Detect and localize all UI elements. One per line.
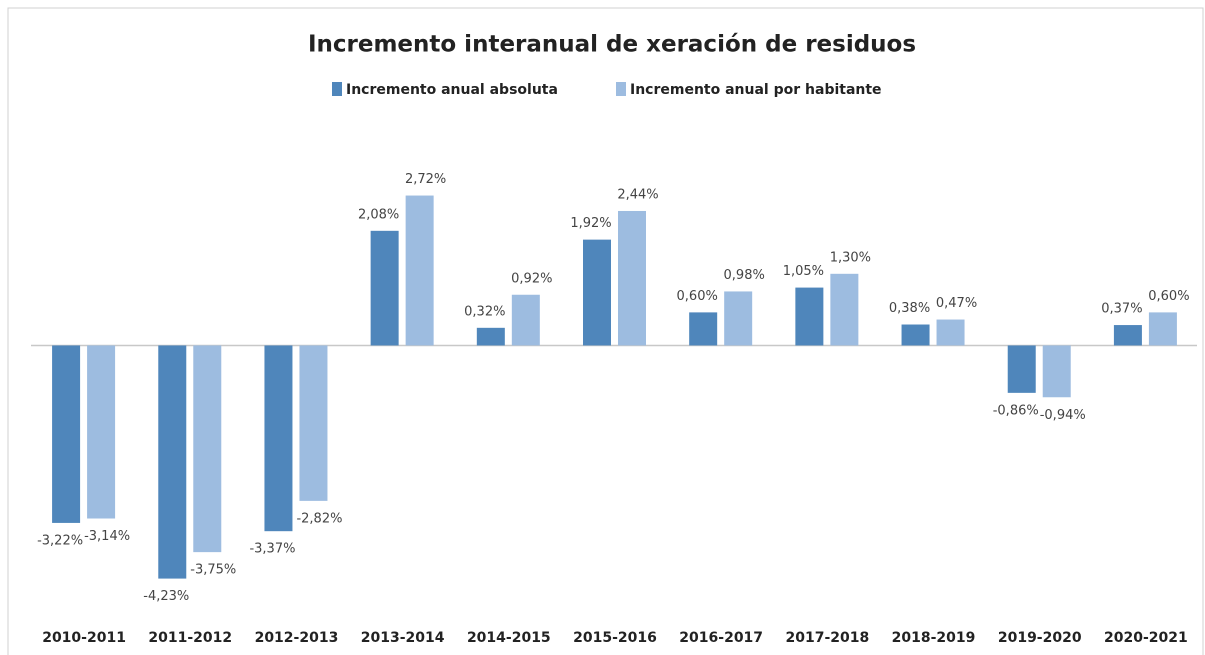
chart-border <box>7 7 1204 655</box>
x-tick-label: 2011-2012 <box>148 630 232 646</box>
value-label: -0,86% <box>993 403 1039 418</box>
x-tick-label: 2010-2011 <box>42 630 126 646</box>
bar <box>795 287 824 346</box>
bar <box>1007 345 1036 393</box>
bar <box>1148 312 1177 346</box>
value-label: 0,37% <box>1101 302 1142 317</box>
value-label: -3,22% <box>37 533 83 548</box>
bar <box>52 345 81 523</box>
bar <box>936 319 965 346</box>
chart-title: Incremento interanual de xeración de res… <box>308 32 916 58</box>
x-tick-label: 2014-2015 <box>467 630 551 646</box>
value-label: 0,32% <box>464 304 505 319</box>
value-label: 2,44% <box>617 187 658 202</box>
legend-swatch <box>616 82 626 96</box>
value-label: 1,05% <box>783 264 824 279</box>
value-label: 0,98% <box>724 268 765 283</box>
bar <box>405 195 434 346</box>
bar <box>158 345 187 579</box>
value-label: -3,37% <box>249 542 295 557</box>
x-tick-label: 2017-2018 <box>785 630 869 646</box>
x-tick-label: 2019-2020 <box>998 630 1082 646</box>
x-tick-label: 2020-2021 <box>1104 630 1188 646</box>
value-label: -3,75% <box>190 563 236 578</box>
bar <box>618 210 646 346</box>
legend-label: Incremento anual absoluta <box>346 82 558 98</box>
x-tick-label: 2013-2014 <box>361 630 445 646</box>
bar <box>299 345 328 501</box>
value-label: 0,47% <box>936 296 977 311</box>
x-tick-label: 2016-2017 <box>679 630 763 646</box>
bar <box>1113 325 1142 346</box>
bar <box>583 239 611 346</box>
value-label: 1,30% <box>830 250 871 265</box>
bar <box>901 324 930 346</box>
value-label: 0,38% <box>889 301 930 316</box>
value-label: 0,92% <box>511 271 552 286</box>
value-label: -3,14% <box>84 529 130 544</box>
bar <box>830 273 859 346</box>
bar <box>1042 345 1071 398</box>
value-label: -0,94% <box>1040 408 1086 423</box>
x-tick-label: 2015-2016 <box>573 630 657 646</box>
bar <box>264 345 293 532</box>
bar <box>689 312 718 346</box>
x-tick-label: 2012-2013 <box>255 630 339 646</box>
bar <box>476 327 505 346</box>
value-label: -2,82% <box>296 511 342 526</box>
value-label: 0,60% <box>1148 289 1189 304</box>
bar <box>87 345 116 519</box>
value-label: -4,23% <box>143 589 189 604</box>
value-label: 2,08% <box>358 207 399 222</box>
bar <box>511 294 540 346</box>
bar <box>724 291 753 346</box>
value-label: 2,72% <box>405 172 446 187</box>
bar <box>193 345 222 553</box>
x-tick-label: 2018-2019 <box>892 630 976 646</box>
bar <box>370 230 399 346</box>
legend-swatch <box>332 82 342 96</box>
value-label: 1,92% <box>570 216 611 231</box>
value-label: 0,60% <box>677 289 718 304</box>
legend-label: Incremento anual por habitante <box>630 82 882 98</box>
